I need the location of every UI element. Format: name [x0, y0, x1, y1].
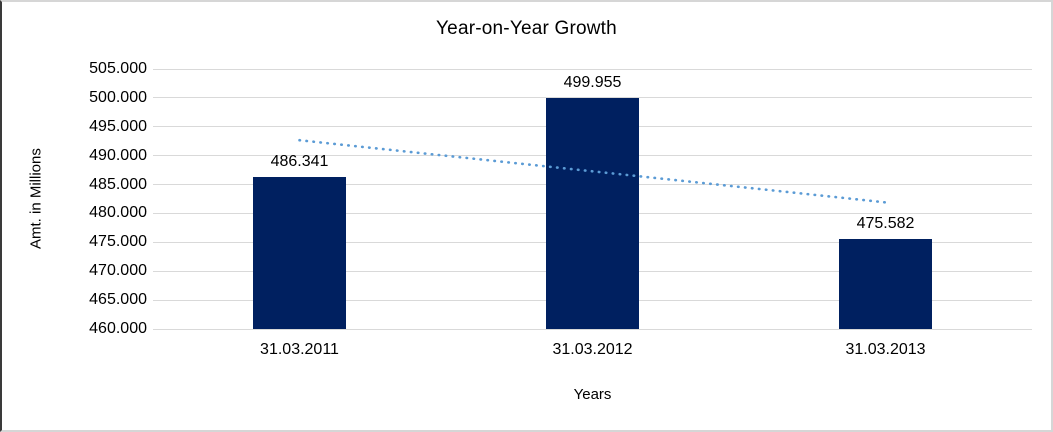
- trendline: [298, 138, 887, 204]
- bar-data-label: 475.582: [856, 214, 915, 232]
- bar-data-label: 499.955: [563, 74, 622, 92]
- gridline: [153, 97, 1032, 99]
- y-tick-label: 485.000: [89, 175, 147, 193]
- y-tick-label: 475.000: [89, 233, 147, 251]
- gridline: [153, 68, 1032, 70]
- bar-31.03.2011: [253, 176, 346, 329]
- bar-data-label: 486.341: [270, 152, 329, 170]
- x-category-label: 31.03.2012: [552, 341, 633, 358]
- y-tick-label: 495.000: [89, 117, 147, 135]
- bar-31.03.2013: [839, 238, 932, 329]
- x-category-label: 31.03.2013: [845, 341, 926, 358]
- bar-31.03.2012: [546, 98, 639, 329]
- y-tick-label: 500.000: [89, 88, 147, 106]
- y-tick-label: 505.000: [89, 60, 147, 77]
- y-tick-label: 490.000: [89, 146, 147, 164]
- y-tick-label: 460.000: [89, 320, 147, 337]
- y-tick-label: 470.000: [89, 262, 147, 280]
- y-axis-title: Amt. in Millions: [27, 148, 45, 250]
- y-tick-label: 480.000: [89, 204, 147, 222]
- chart-title: Year-on-Year Growth: [436, 18, 617, 39]
- gridline: [153, 328, 1032, 330]
- x-axis-title: Years: [573, 386, 612, 403]
- x-category-label: 31.03.2011: [260, 341, 339, 358]
- plot-area: 486.341 499.955 475.582: [153, 68, 1032, 330]
- y-tick-label: 465.000: [89, 291, 147, 309]
